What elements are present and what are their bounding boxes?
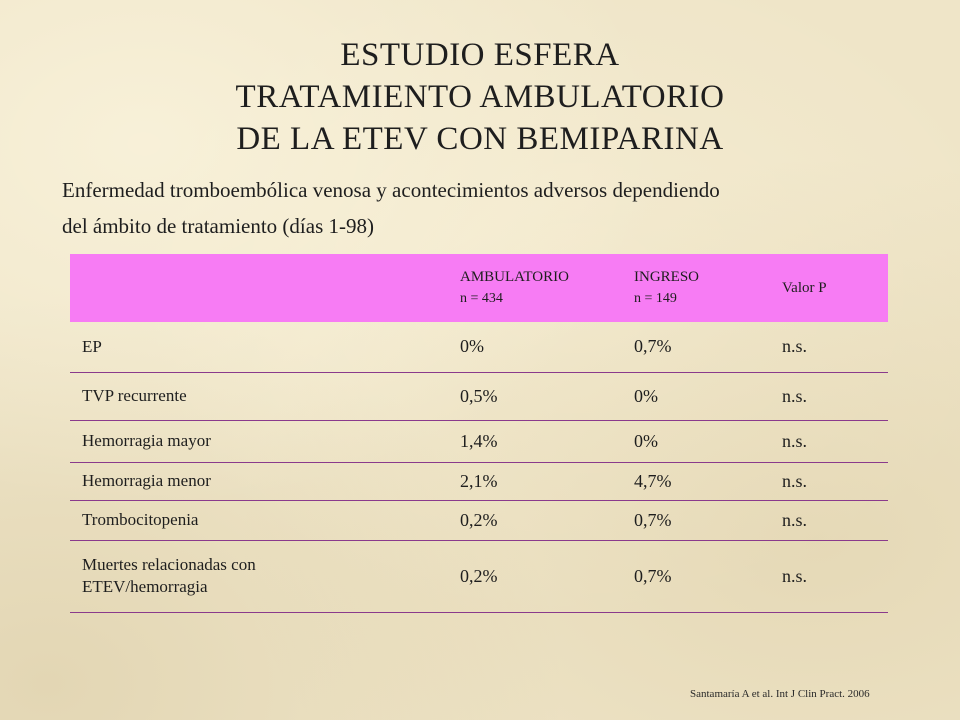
row-p-value: n.s.: [782, 430, 808, 451]
citation-footer: Santamaría A et al. Int J Clin Pract. 20…: [690, 688, 870, 700]
row-p-value: n.s.: [782, 470, 808, 491]
row-ingreso: 4,7%: [634, 470, 672, 491]
subtitle-line-1: Enfermedad tromboembólica venosa y acont…: [62, 178, 720, 202]
header-ambulatorio-n: n = 434: [460, 291, 503, 306]
subtitle-line-2: del ámbito de tratamiento (días 1-98): [62, 214, 374, 238]
header-valor-p: Valor P: [782, 279, 827, 296]
row-ambulatorio: 1,4%: [460, 430, 498, 451]
table-row: Muertes relacionadas con ETEV/hemorragia…: [70, 540, 888, 612]
row-label: TVP recurrente: [82, 386, 187, 405]
header-ambulatorio-label: AMBULATORIO: [460, 269, 569, 285]
row-ambulatorio: 0,2%: [460, 509, 498, 530]
header-ingreso-n: n = 149: [634, 291, 677, 306]
row-label: Hemorragia mayor: [82, 431, 211, 450]
row-label: EP: [82, 336, 102, 356]
results-table: AMBULATORIO n = 434 INGRESO n = 149 Valo…: [70, 254, 888, 613]
slide-title: ESTUDIO ESFERA TRATAMIENTO AMBULATORIO D…: [0, 34, 960, 160]
row-label-line-2: ETEV/hemorragia: [82, 577, 208, 596]
row-p-value: n.s.: [782, 509, 808, 530]
title-line-3: DE LA ETEV CON BEMIPARINA: [236, 121, 724, 157]
row-label: Muertes relacionadas con ETEV/hemorragia: [70, 540, 456, 612]
header-ingreso: INGRESO n = 149: [630, 254, 778, 322]
table-row: Trombocitopenia 0,2% 0,7% n.s.: [70, 500, 888, 540]
row-p-value: n.s.: [782, 336, 808, 357]
row-p-value: n.s.: [782, 565, 808, 586]
table-row: EP 0% 0,7% n.s.: [70, 322, 888, 372]
table-row: Hemorragia menor 2,1% 4,7% n.s.: [70, 462, 888, 500]
row-ambulatorio: 0,5%: [460, 385, 498, 406]
row-ambulatorio: 0,2%: [460, 565, 498, 586]
table-row: TVP recurrente 0,5% 0% n.s.: [70, 372, 888, 420]
row-label: Hemorragia menor: [82, 471, 211, 490]
row-label-line-1: Muertes relacionadas con: [82, 555, 256, 574]
header-ingreso-label: INGRESO: [634, 269, 700, 285]
row-ambulatorio: 0%: [460, 336, 484, 357]
header-empty-cell: [70, 254, 456, 322]
row-ambulatorio: 2,1%: [460, 470, 498, 491]
row-ingreso: 0%: [634, 385, 658, 406]
title-line-1: ESTUDIO ESFERA: [340, 37, 620, 73]
row-ingreso: 0,7%: [634, 509, 672, 530]
title-line-2: TRATAMIENTO AMBULATORIO: [235, 79, 725, 115]
row-label: Trombocitopenia: [82, 510, 199, 529]
table-header-row: AMBULATORIO n = 434 INGRESO n = 149 Valo…: [70, 254, 888, 322]
table-row: Hemorragia mayor 1,4% 0% n.s.: [70, 420, 888, 462]
slide-subtitle: Enfermedad tromboembólica venosa y acont…: [62, 172, 902, 244]
row-ingreso: 0%: [634, 430, 658, 451]
row-ingreso: 0,7%: [634, 336, 672, 357]
row-p-value: n.s.: [782, 385, 808, 406]
header-ambulatorio: AMBULATORIO n = 434: [456, 254, 630, 322]
row-ingreso: 0,7%: [634, 565, 672, 586]
